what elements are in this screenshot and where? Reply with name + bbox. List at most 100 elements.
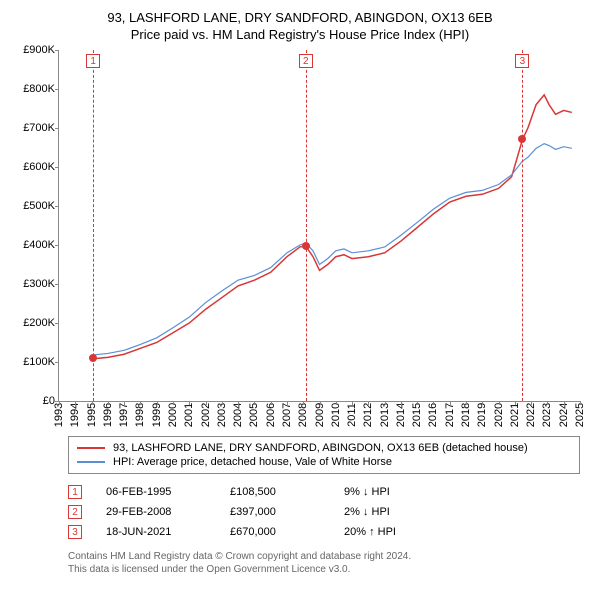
y-axis-tick — [55, 323, 59, 324]
sales-table: 1 06-FEB-1995 £108,500 9% ↓ HPI 2 29-FEB… — [68, 482, 580, 542]
x-axis-tick — [385, 401, 386, 405]
x-axis-tick — [515, 401, 516, 405]
y-axis-tick — [55, 50, 59, 51]
x-axis-label: 2008 — [297, 403, 309, 427]
x-axis-label: 2003 — [216, 403, 228, 427]
x-axis-tick — [352, 401, 353, 405]
sales-row-3: 3 18-JUN-2021 £670,000 20% ↑ HPI — [68, 522, 580, 542]
sale-marker-flag: 2 — [299, 54, 313, 68]
x-axis-tick — [287, 401, 288, 405]
y-axis-tick — [55, 362, 59, 363]
x-axis-label: 2022 — [525, 403, 537, 427]
legend-row-property: 93, LASHFORD LANE, DRY SANDFORD, ABINGDO… — [77, 441, 571, 455]
sales-flag-2: 2 — [68, 505, 82, 519]
y-axis-label: £600K — [11, 161, 55, 173]
sale-marker-dot — [518, 135, 526, 143]
sale-marker-dot — [302, 242, 310, 250]
sales-diff-3: 20% ↑ HPI — [344, 526, 434, 538]
x-axis-tick — [417, 401, 418, 405]
x-axis-tick — [433, 401, 434, 405]
x-axis-label: 2011 — [346, 403, 358, 427]
x-axis-label: 2015 — [411, 403, 423, 427]
x-axis-label: 1997 — [118, 403, 130, 427]
x-axis-label: 2019 — [476, 403, 488, 427]
legend-row-hpi: HPI: Average price, detached house, Vale… — [77, 455, 571, 469]
line-series-svg — [59, 50, 580, 401]
x-axis-tick — [336, 401, 337, 405]
x-axis-tick — [222, 401, 223, 405]
x-axis-tick — [547, 401, 548, 405]
sales-date-2: 29-FEB-2008 — [106, 506, 206, 518]
x-axis-label: 2000 — [167, 403, 179, 427]
plot-region: £0£100K£200K£300K£400K£500K£600K£700K£80… — [58, 50, 580, 402]
chart-area: £0£100K£200K£300K£400K£500K£600K£700K£80… — [58, 50, 580, 430]
x-axis-label: 1995 — [86, 403, 98, 427]
sales-row-1: 1 06-FEB-1995 £108,500 9% ↓ HPI — [68, 482, 580, 502]
x-axis-tick — [271, 401, 272, 405]
series-hpi — [93, 143, 572, 354]
y-axis-tick — [55, 284, 59, 285]
x-axis-tick — [531, 401, 532, 405]
y-axis-tick — [55, 128, 59, 129]
x-axis-label: 2001 — [183, 403, 195, 427]
title-line-2: Price paid vs. HM Land Registry's House … — [10, 27, 590, 44]
y-axis-label: £800K — [11, 83, 55, 95]
x-axis-label: 2005 — [248, 403, 260, 427]
footer-line-2: This data is licensed under the Open Gov… — [68, 563, 580, 576]
x-axis-label: 1999 — [151, 403, 163, 427]
x-axis-tick — [92, 401, 93, 405]
x-axis-tick — [580, 401, 581, 405]
x-axis-label: 2018 — [460, 403, 472, 427]
y-axis-label: £300K — [11, 278, 55, 290]
x-axis-label: 1993 — [53, 403, 65, 427]
x-axis-label: 2020 — [493, 403, 505, 427]
sales-date-3: 18-JUN-2021 — [106, 526, 206, 538]
x-axis-tick — [450, 401, 451, 405]
x-axis-tick — [303, 401, 304, 405]
sale-marker-line — [93, 50, 94, 401]
legend-label-property: 93, LASHFORD LANE, DRY SANDFORD, ABINGDO… — [113, 442, 528, 454]
x-axis-label: 2002 — [200, 403, 212, 427]
x-axis-tick — [564, 401, 565, 405]
y-axis-label: £900K — [11, 44, 55, 56]
x-axis-label: 2004 — [232, 403, 244, 427]
x-axis-label: 1994 — [69, 403, 81, 427]
x-axis-label: 1996 — [102, 403, 114, 427]
legend-label-hpi: HPI: Average price, detached house, Vale… — [113, 456, 392, 468]
y-axis-label: £200K — [11, 317, 55, 329]
sale-marker-flag: 3 — [515, 54, 529, 68]
sales-diff-2: 2% ↓ HPI — [344, 506, 434, 518]
x-axis-tick — [482, 401, 483, 405]
x-axis-tick — [108, 401, 109, 405]
x-axis-tick — [499, 401, 500, 405]
x-axis-label: 2014 — [395, 403, 407, 427]
x-axis-tick — [254, 401, 255, 405]
y-axis-label: £700K — [11, 122, 55, 134]
x-axis-tick — [368, 401, 369, 405]
sales-diff-1: 9% ↓ HPI — [344, 486, 434, 498]
x-axis-tick — [466, 401, 467, 405]
x-axis-tick — [173, 401, 174, 405]
sales-date-1: 06-FEB-1995 — [106, 486, 206, 498]
x-axis-label: 2007 — [281, 403, 293, 427]
x-axis-tick — [140, 401, 141, 405]
y-axis-tick — [55, 89, 59, 90]
x-axis-label: 2021 — [509, 403, 521, 427]
sales-flag-3: 3 — [68, 525, 82, 539]
sales-row-2: 2 29-FEB-2008 £397,000 2% ↓ HPI — [68, 502, 580, 522]
legend-swatch-property — [77, 447, 105, 449]
y-axis-label: £500K — [11, 200, 55, 212]
x-axis-tick — [124, 401, 125, 405]
sale-marker-line — [522, 50, 523, 401]
x-axis-tick — [401, 401, 402, 405]
x-axis-label: 2024 — [558, 403, 570, 427]
chart-container: 93, LASHFORD LANE, DRY SANDFORD, ABINGDO… — [0, 0, 600, 584]
x-axis-label: 2025 — [574, 403, 586, 427]
title-line-1: 93, LASHFORD LANE, DRY SANDFORD, ABINGDO… — [10, 10, 590, 27]
y-axis-label: £0 — [11, 395, 55, 407]
series-property — [93, 95, 572, 359]
x-axis-label: 2017 — [444, 403, 456, 427]
sale-marker-flag: 1 — [86, 54, 100, 68]
x-axis-label: 2016 — [427, 403, 439, 427]
sale-marker-dot — [89, 354, 97, 362]
